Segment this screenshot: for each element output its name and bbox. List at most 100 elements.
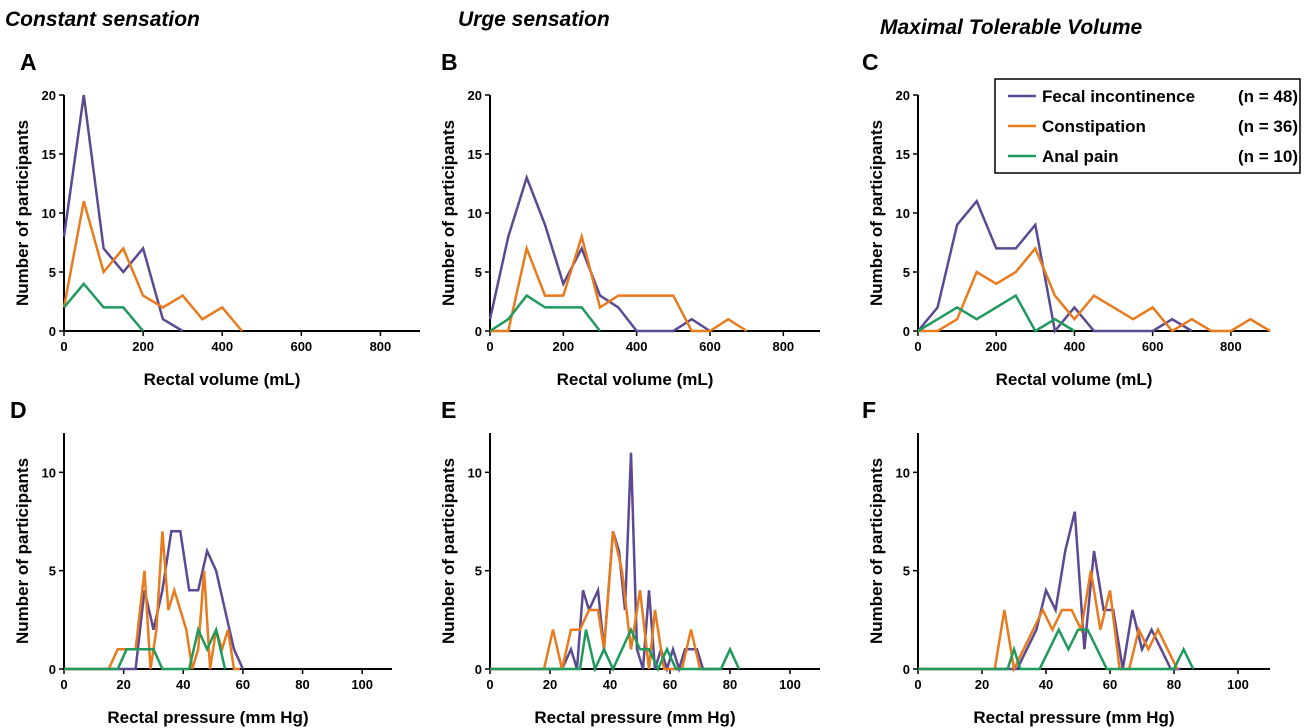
series-line-anal-pain	[490, 626, 741, 673]
panel-label: A	[20, 49, 37, 75]
y-axis-label: Number of participants	[867, 120, 886, 306]
panel-label: D	[10, 397, 27, 423]
series-line-fecal-incontinence	[488, 173, 711, 333]
panel-F: F 0 20 40 60 80 100 0 5 10 Rectal pressure (mm Hg)…	[862, 397, 1270, 727]
x-tick-label: 0	[60, 677, 67, 692]
series-line-anal-pain	[918, 626, 1195, 671]
x-tick-label: 20	[975, 677, 989, 692]
x-tick-label: 200	[132, 339, 154, 354]
x-tick-label: 40	[603, 677, 617, 692]
y-tick-label: 10	[42, 465, 56, 480]
legend-label-fecal: Fecal incontinence	[1042, 87, 1195, 106]
x-tick-label: 800	[370, 339, 392, 354]
x-tick-label: 100	[779, 677, 801, 692]
x-tick-label: 0	[914, 339, 921, 354]
x-tick-label: 40	[176, 677, 190, 692]
column-title-mtv: Maximal Tolerable Volume	[880, 16, 1143, 39]
panel-label: C	[862, 49, 879, 75]
series-line-constipation	[918, 246, 1271, 333]
y-axis-label: Number of participants	[439, 458, 458, 644]
panel-label: B	[441, 49, 458, 75]
y-tick-label: 0	[475, 324, 482, 339]
y-tick-label: 5	[49, 265, 56, 280]
panel-C: C 0 200 400 600 800 0 5 10 15 20 Rectal volume (mL)…	[862, 49, 1271, 389]
x-tick-label: 600	[1142, 339, 1164, 354]
x-tick-label: 400	[1064, 339, 1086, 354]
x-tick-label: 0	[60, 339, 67, 354]
series-line-anal-pain	[917, 293, 1076, 333]
x-tick-label: 600	[290, 339, 312, 354]
y-tick-label: 15	[896, 147, 910, 162]
x-tick-label: 100	[1227, 677, 1249, 692]
x-tick-label: 800	[772, 339, 794, 354]
y-tick-label: 10	[42, 206, 56, 221]
y-axis-label: Number of participants	[439, 120, 458, 306]
series-line-fecal-incontinence	[64, 530, 245, 671]
x-axis-label: Rectal volume (mL)	[996, 370, 1153, 389]
series-line-fecal-incontinence	[917, 198, 1193, 334]
y-tick-label: 15	[42, 147, 56, 162]
legend: Fecal incontinence (n = 48) Constipation…	[994, 78, 1301, 174]
y-tick-label: 10	[468, 465, 482, 480]
panel-label: F	[862, 397, 876, 423]
x-tick-label: 0	[486, 677, 493, 692]
x-axis-label: Rectal pressure (mm Hg)	[107, 708, 308, 727]
y-tick-label: 15	[468, 147, 482, 162]
panel-E: E 0 20 40 60 80 100 0 5 10 Rectal pressure (mm Hg)…	[439, 397, 820, 727]
y-tick-label: 20	[42, 88, 56, 103]
y-axis-label: Number of participants	[867, 458, 886, 644]
y-tick-label: 0	[903, 324, 910, 339]
x-axis-label: Rectal volume (mL)	[557, 370, 714, 389]
y-tick-label: 0	[475, 662, 482, 677]
y-tick-label: 5	[903, 265, 910, 280]
x-tick-label: 800	[1220, 339, 1242, 354]
x-tick-label: 0	[486, 339, 493, 354]
y-tick-label: 0	[49, 324, 56, 339]
legend-label-anal-pain: Anal pain	[1042, 147, 1119, 166]
x-tick-label: 60	[1103, 677, 1117, 692]
series-line-fecal-incontinence	[62, 94, 184, 333]
series-line-constipation	[62, 200, 243, 332]
y-tick-label: 10	[896, 465, 910, 480]
y-tick-label: 0	[49, 662, 56, 677]
column-title-constant: Constant sensation	[5, 8, 200, 31]
legend-n-anal-pain: (n = 10)	[1238, 147, 1298, 166]
legend-label-constipation: Constipation	[1042, 117, 1146, 136]
x-tick-label: 600	[699, 339, 721, 354]
column-title-urge: Urge sensation	[458, 8, 610, 31]
x-tick-label: 60	[663, 677, 677, 692]
series-line-anal-pain	[64, 625, 227, 671]
x-axis-label: Rectal volume (mL)	[144, 370, 301, 389]
legend-n-fecal: (n = 48)	[1238, 87, 1298, 106]
x-tick-label: 0	[914, 677, 921, 692]
x-tick-label: 20	[116, 677, 130, 692]
x-tick-label: 40	[1039, 677, 1053, 692]
series-line-constipation	[490, 232, 748, 333]
y-axis-label: Number of participants	[13, 120, 32, 306]
x-tick-label: 100	[351, 677, 373, 692]
x-tick-label: 400	[626, 339, 648, 354]
series-line-fecal-incontinence	[918, 511, 1181, 671]
panel-label: E	[441, 397, 456, 423]
y-tick-label: 5	[475, 265, 482, 280]
series-line-anal-pain	[489, 293, 601, 333]
y-tick-label: 5	[49, 564, 56, 579]
x-tick-label: 60	[236, 677, 250, 692]
y-axis-label: Number of participants	[13, 458, 32, 644]
x-axis-label: Rectal pressure (mm Hg)	[534, 708, 735, 727]
panel-B: B 0 200 400 600 800 0 5 10 15 20 Rectal volume (mL)…	[439, 49, 820, 389]
y-tick-label: 10	[896, 206, 910, 221]
x-tick-label: 80	[295, 677, 309, 692]
series-line-anal-pain	[63, 281, 145, 332]
y-tick-label: 5	[903, 564, 910, 579]
legend-n-constipation: (n = 36)	[1238, 117, 1298, 136]
y-tick-label: 10	[468, 206, 482, 221]
y-tick-label: 5	[475, 564, 482, 579]
y-tick-label: 20	[468, 88, 482, 103]
x-tick-label: 20	[543, 677, 557, 692]
x-tick-label: 200	[985, 339, 1007, 354]
panel-A: A 0 200 400 600 800 0 5 10 15 20 Rectal volume (mL)…	[13, 49, 420, 389]
x-tick-label: 400	[211, 339, 233, 354]
y-tick-label: 20	[896, 88, 910, 103]
